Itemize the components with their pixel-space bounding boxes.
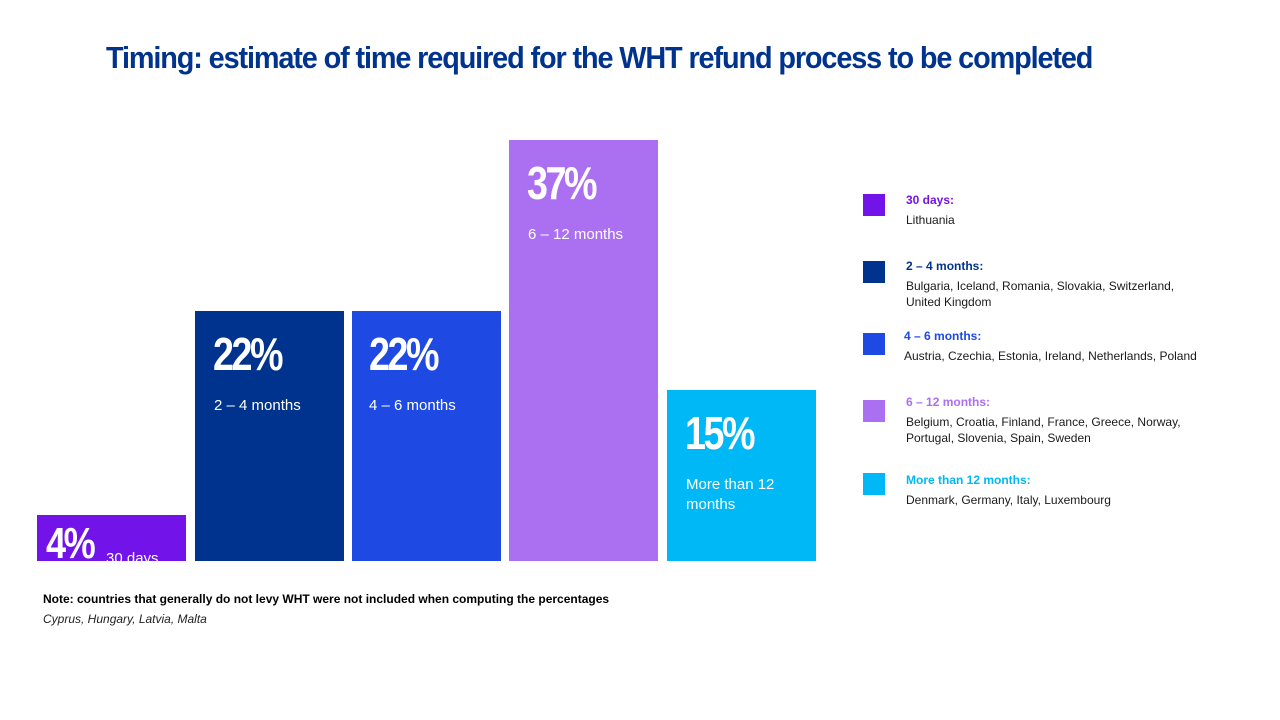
bar-value-label: 15% (685, 407, 756, 459)
bar-category-label: 4 – 6 months (369, 397, 456, 414)
legend-countries: Bulgaria, Iceland, Romania, Slovakia, Sw… (906, 279, 1175, 309)
legend-swatch (863, 473, 885, 495)
bar-value-label: 37% (527, 157, 598, 209)
legend-swatch (863, 194, 885, 216)
legend-heading: 2 – 4 months: (906, 259, 984, 273)
legend-countries: Lithuania (906, 213, 955, 227)
legend-heading: 30 days: (906, 193, 955, 207)
legend-swatch (863, 333, 885, 355)
footnote-countries: Cyprus, Hungary, Latvia, Malta (43, 612, 207, 626)
bar-value-label: 4% (46, 519, 96, 562)
bar-more-than-12-months: 15% More than 12 months (667, 390, 816, 561)
bar-30-days: 4% 30 days (37, 515, 186, 561)
bar-4-6-months: 22% 4 – 6 months (352, 311, 501, 561)
bar-category-label: More than 12 months (686, 476, 775, 513)
bar-6-12-months: 37% 6 – 12 months (509, 140, 658, 561)
legend-swatch (863, 400, 885, 422)
footnote: Note: countries that generally do not le… (43, 592, 610, 606)
legend-countries: Austria, Czechia, Estonia, Ireland, Neth… (904, 349, 1197, 363)
legend-heading: 6 – 12 months: (906, 395, 991, 409)
legend-swatch (863, 261, 885, 283)
bar-category-label: 30 days (106, 550, 159, 561)
bar-value-label: 22% (369, 328, 440, 380)
bar-category-label: 2 – 4 months (214, 397, 301, 414)
legend-heading: 4 – 6 months: (904, 329, 982, 343)
chart-title: Timing: estimate of time required for th… (106, 40, 1093, 75)
bar-category-label: 6 – 12 months (528, 226, 624, 243)
legend-heading: More than 12 months: (906, 473, 1031, 487)
legend-countries: Belgium, Croatia, Finland, France, Greec… (906, 415, 1181, 445)
bar-2-4-months: 22% 2 – 4 months (195, 311, 344, 561)
bar-value-label: 22% (213, 328, 284, 380)
legend-countries: Denmark, Germany, Italy, Luxembourg (906, 493, 1111, 507)
